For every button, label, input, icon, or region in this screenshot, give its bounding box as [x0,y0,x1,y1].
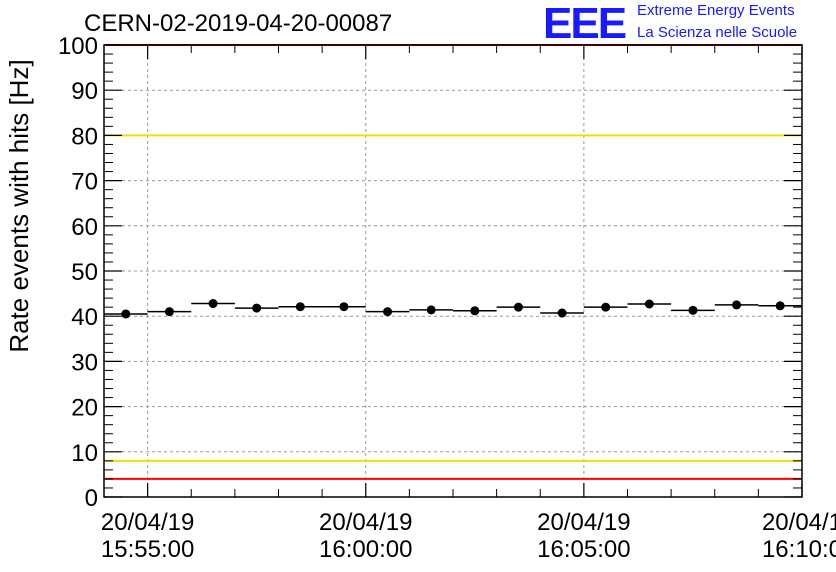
y-axis-label: Rate events with hits [Hz] [4,59,34,352]
data-point [601,302,611,312]
data-point [557,308,567,318]
reference-lines [104,44,802,480]
data-point [208,299,218,309]
x-tick-time-label: 16:05:00 [537,536,630,563]
data-point [688,305,698,315]
x-tick-date-label: 20/04/1 [762,509,836,536]
data-point [513,302,523,312]
data-point [252,303,262,313]
x-tick-time-label: 15:55:00 [101,536,194,563]
y-tick-label: 30 [71,349,98,376]
y-tick-label: 20 [71,395,98,422]
grid [104,45,802,497]
data-point [339,302,349,312]
axis-ticks [103,44,803,498]
data-point [295,302,305,312]
y-tick-label: 80 [71,123,98,150]
y-tick-label: 50 [71,259,98,286]
y-tick-label: 100 [58,33,98,60]
data-series [104,299,802,319]
y-tick-label: 0 [85,485,98,512]
data-point [383,307,393,317]
logo-line-1: Extreme Energy Events [637,2,795,19]
data-point [121,309,131,319]
x-tick-date-label: 20/04/19 [537,509,630,536]
logo-line-2: La Scienza nelle Scuole [637,24,798,41]
data-point [775,301,785,311]
run-title: CERN-02-2019-04-20-00087 [84,10,393,37]
x-tick-date-label: 20/04/19 [101,509,194,536]
data-point [426,305,436,315]
data-point [644,299,654,309]
x-tick-date-label: 20/04/19 [319,509,412,536]
y-tick-label: 60 [71,214,98,241]
data-point [470,306,480,316]
data-point [732,300,742,310]
x-tick-time-label: 16:00:00 [319,536,412,563]
tick-labels: 010203040506070809010020/04/1915:55:0020… [58,33,836,563]
y-tick-label: 70 [71,169,98,196]
y-tick-label: 90 [71,78,98,105]
y-tick-label: 40 [71,304,98,331]
data-point [164,307,174,317]
y-tick-label: 10 [71,440,98,467]
x-tick-time-label: 16:10:0 [762,536,836,563]
eee-logo: EEE [543,0,627,48]
